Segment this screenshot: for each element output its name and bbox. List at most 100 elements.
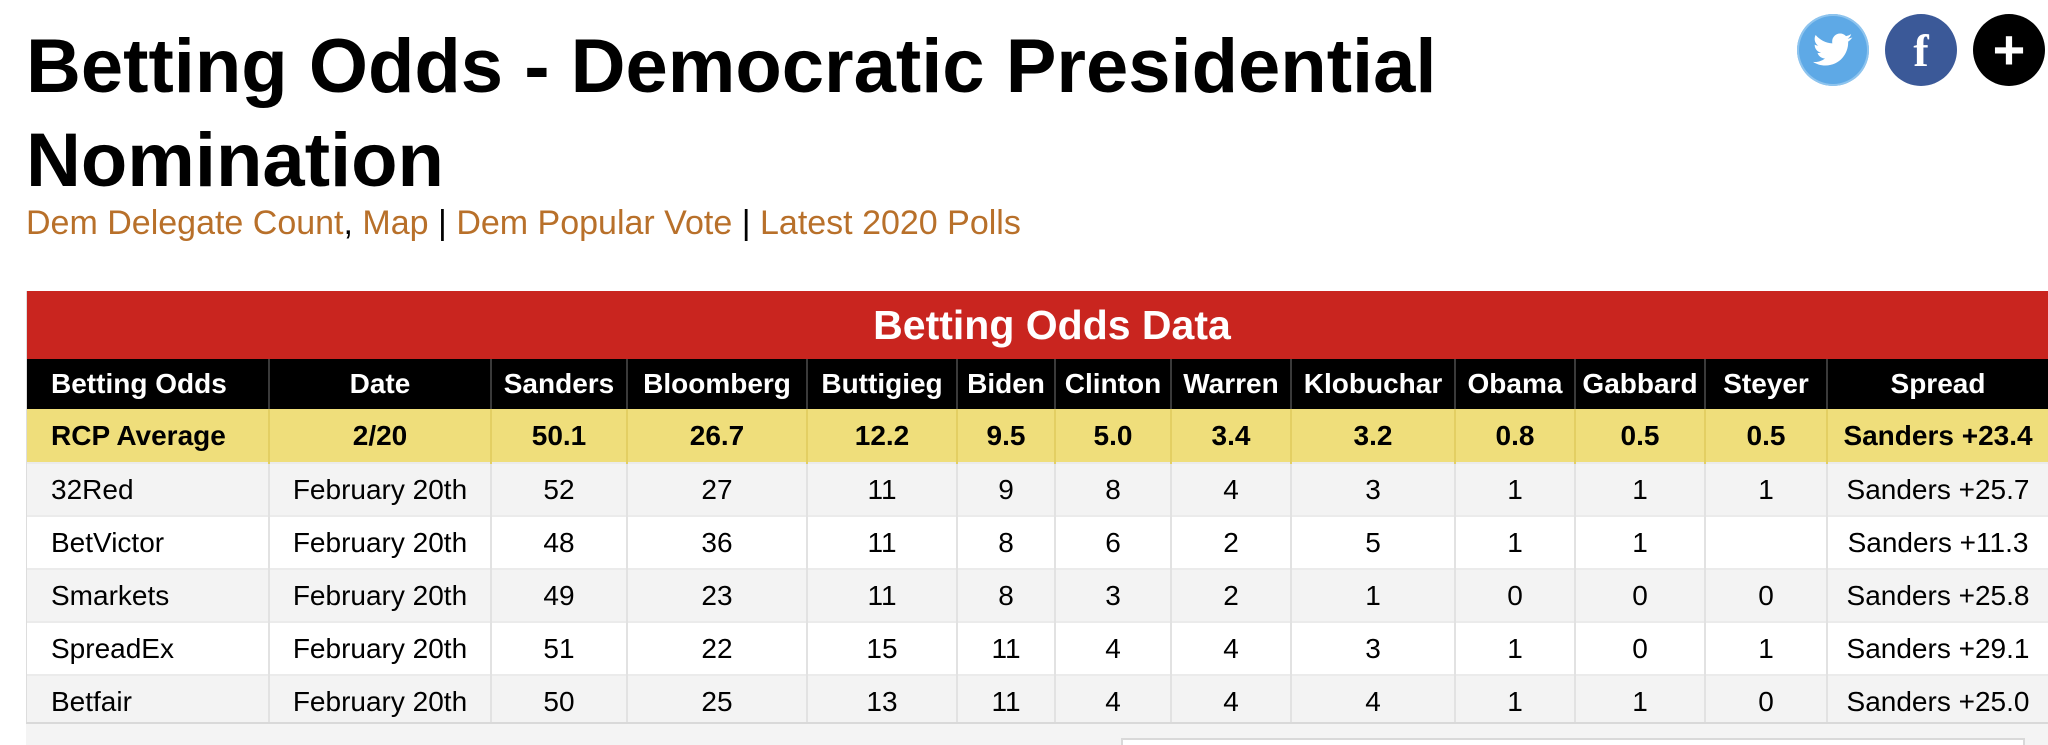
table-cell: 0 bbox=[1705, 674, 1828, 727]
table-cell: February 20th bbox=[269, 515, 492, 569]
table-cell: 11 bbox=[957, 674, 1056, 727]
column-header: Biden bbox=[957, 359, 1056, 409]
separator-bar: | bbox=[438, 204, 447, 242]
table-cell: 5.0 bbox=[1055, 409, 1172, 463]
column-header: Clinton bbox=[1055, 359, 1172, 409]
table-cell: Sanders +23.4 bbox=[1827, 409, 2048, 463]
column-header: Steyer bbox=[1705, 359, 1828, 409]
row-source: SpreadEx bbox=[27, 621, 270, 675]
table-cell: 4 bbox=[1171, 674, 1292, 727]
table-cell: 9.5 bbox=[957, 409, 1056, 463]
table-cell: 5 bbox=[1291, 515, 1456, 569]
table-cell: 0 bbox=[1455, 568, 1576, 622]
betting-odds-table: Betting Odds Date Sanders Bloomberg Buttigie… bbox=[27, 359, 2048, 727]
table-cell: 1 bbox=[1455, 462, 1576, 516]
table-cell: 2 bbox=[1171, 568, 1292, 622]
link-dem-popular-vote[interactable]: Dem Popular Vote bbox=[456, 204, 733, 242]
footer-panel bbox=[1121, 738, 2025, 745]
twitter-icon bbox=[1813, 33, 1853, 66]
table-cell: 0 bbox=[1575, 568, 1706, 622]
table-cell: February 20th bbox=[269, 568, 492, 622]
table-cell: 0 bbox=[1705, 568, 1828, 622]
rcp-average-row: RCP Average 2/20 50.1 26.7 12.2 9.5 5.0 3.4 3.2 0… bbox=[27, 409, 2048, 463]
table-cell: Sanders +25.0 bbox=[1827, 674, 2048, 727]
table-cell: 50 bbox=[491, 674, 628, 727]
sub-navigation: Dem Delegate Count, Map | Dem Popular Vo… bbox=[26, 200, 1021, 246]
table-cell: 1 bbox=[1575, 462, 1706, 516]
table-cell: 1 bbox=[1705, 621, 1828, 675]
column-header: Klobuchar bbox=[1291, 359, 1456, 409]
row-source: 32Red bbox=[27, 462, 270, 516]
table-cell: 4 bbox=[1171, 462, 1292, 516]
betting-odds-table-container: Betting Odds Data Betting Odds Date Sander… bbox=[26, 291, 2048, 727]
separator-bar: | bbox=[741, 204, 751, 242]
table-row: BetVictor February 20th 48 36 11 8 6 2 5 1 1 Sander… bbox=[27, 515, 2048, 569]
table-cell: 36 bbox=[627, 515, 808, 569]
column-header: Date bbox=[269, 359, 492, 409]
table-cell: 2/20 bbox=[269, 409, 492, 463]
column-header: Obama bbox=[1455, 359, 1576, 409]
table-cell: February 20th bbox=[269, 621, 492, 675]
table-cell: Sanders +25.7 bbox=[1827, 462, 2048, 516]
table-cell: 22 bbox=[627, 621, 808, 675]
column-header: Buttigieg bbox=[807, 359, 958, 409]
table-cell: 3 bbox=[1055, 568, 1172, 622]
table-cell: 8 bbox=[957, 568, 1056, 622]
table-cell: 27 bbox=[627, 462, 808, 516]
page-title: Betting Odds - Democratic Presidential N… bbox=[26, 24, 1437, 203]
table-cell: 6 bbox=[1055, 515, 1172, 569]
table-cell: 1 bbox=[1575, 674, 1706, 727]
table-cell: 0.5 bbox=[1705, 409, 1828, 463]
table-cell: 2 bbox=[1171, 515, 1292, 569]
table-caption: Betting Odds Data bbox=[27, 291, 2048, 359]
link-latest-2020-polls[interactable]: Latest 2020 Polls bbox=[760, 204, 1021, 242]
table-cell: 4 bbox=[1055, 674, 1172, 727]
separator-comma: , bbox=[343, 204, 353, 242]
table-cell: February 20th bbox=[269, 462, 492, 516]
table-cell: 23 bbox=[627, 568, 808, 622]
table-cell: 8 bbox=[957, 515, 1056, 569]
table-header-row: Betting Odds Date Sanders Bloomberg Buttigie… bbox=[27, 359, 2048, 409]
table-cell: 1 bbox=[1455, 674, 1576, 727]
facebook-share-button[interactable]: f bbox=[1885, 14, 1957, 86]
column-header: Sanders bbox=[491, 359, 628, 409]
table-cell: 26.7 bbox=[627, 409, 808, 463]
table-cell bbox=[1705, 515, 1828, 569]
twitter-share-button[interactable] bbox=[1797, 14, 1869, 86]
table-cell: 1 bbox=[1455, 621, 1576, 675]
table-cell: 51 bbox=[491, 621, 628, 675]
link-dem-delegate-count[interactable]: Dem Delegate Count bbox=[26, 204, 344, 242]
table-cell: 4 bbox=[1291, 674, 1456, 727]
row-source: RCP Average bbox=[27, 409, 270, 463]
table-cell: Sanders +29.1 bbox=[1827, 621, 2048, 675]
table-cell: 4 bbox=[1171, 621, 1292, 675]
column-header: Betting Odds bbox=[27, 359, 270, 409]
column-header: Warren bbox=[1171, 359, 1292, 409]
more-share-button[interactable]: + bbox=[1973, 14, 2045, 86]
table-row: Smarkets February 20th 49 23 11 8 3 2 1 0 0 0 Sander… bbox=[27, 568, 2048, 622]
table-cell: 15 bbox=[807, 621, 958, 675]
table-cell: 11 bbox=[807, 462, 958, 516]
table-cell: 25 bbox=[627, 674, 808, 727]
table-cell: 8 bbox=[1055, 462, 1172, 516]
table-cell: 1 bbox=[1575, 515, 1706, 569]
column-header: Gabbard bbox=[1575, 359, 1706, 409]
table-cell: Sanders +11.3 bbox=[1827, 515, 2048, 569]
table-cell: 3 bbox=[1291, 462, 1456, 516]
row-source: Smarkets bbox=[27, 568, 270, 622]
table-cell: February 20th bbox=[269, 674, 492, 727]
table-cell: 13 bbox=[807, 674, 958, 727]
table-cell: 3.2 bbox=[1291, 409, 1456, 463]
column-header: Bloomberg bbox=[627, 359, 808, 409]
plus-icon: + bbox=[1992, 18, 2026, 81]
column-header: Spread bbox=[1827, 359, 2048, 409]
link-map[interactable]: Map bbox=[362, 204, 429, 242]
row-source: Betfair bbox=[27, 674, 270, 727]
table-cell: 1 bbox=[1455, 515, 1576, 569]
table-cell: 0.5 bbox=[1575, 409, 1706, 463]
table-cell: 4 bbox=[1055, 621, 1172, 675]
table-cell: 12.2 bbox=[807, 409, 958, 463]
row-source: BetVictor bbox=[27, 515, 270, 569]
table-row: SpreadEx February 20th 51 22 15 11 4 4 3 1 0 1 Sande… bbox=[27, 621, 2048, 675]
table-cell: 3.4 bbox=[1171, 409, 1292, 463]
